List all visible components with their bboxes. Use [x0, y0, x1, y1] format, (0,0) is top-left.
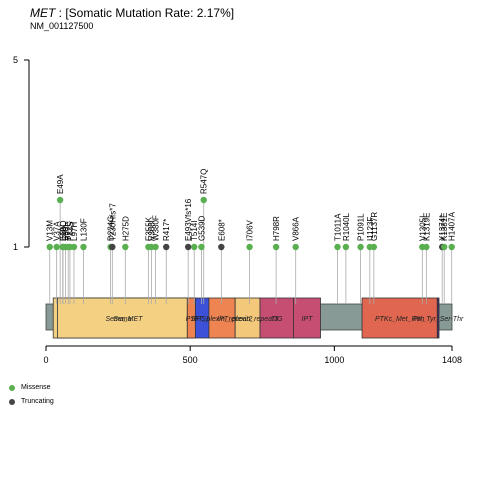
- mutation-label: S68I: [62, 225, 71, 241]
- mutation-point: [152, 243, 159, 251]
- mutation-point: [357, 243, 364, 251]
- mutation-label: T230Hfs*7: [108, 203, 117, 241]
- domain-label: Sema_MET: [106, 316, 144, 323]
- mutation-label: E493Vfs*16: [184, 198, 193, 241]
- domain-ptkc-met-ron: [436, 297, 440, 339]
- mutation-label: W380F: [152, 215, 161, 241]
- domain-label: PSI: [196, 316, 207, 323]
- domain-label: PTKc_Met_Ron: [375, 316, 425, 323]
- domain-label: Sema: [113, 316, 131, 323]
- mutation-point: [200, 196, 207, 204]
- gene-name: MET: [30, 6, 56, 20]
- domain-tig: [293, 297, 321, 339]
- mutation-point: [423, 243, 430, 251]
- mutation-point: [272, 243, 280, 251]
- mutation-point: [292, 243, 299, 251]
- domain-label: IPT_plexin_repeat2: [192, 316, 253, 323]
- domain-label: TIG: [271, 316, 283, 323]
- mutation-point: [163, 243, 170, 251]
- mutation-label: X1374*: [438, 215, 447, 241]
- domain-pkinase: [361, 297, 438, 339]
- mutation-point: [198, 243, 205, 251]
- mutation-label: I58V: [59, 224, 68, 241]
- mutation-label: L130F: [79, 218, 88, 241]
- mutation-label: D224G: [107, 216, 116, 241]
- mutation-label: G539D: [197, 215, 206, 241]
- mutation-label: V366I: [148, 220, 157, 241]
- mutation-point: [246, 243, 253, 251]
- mutation-label: I706V: [246, 219, 255, 241]
- mutation-label: T1011A: [334, 213, 343, 241]
- transcript-id: NM_001127500: [30, 21, 94, 31]
- mutation-label: E59Q: [59, 221, 68, 241]
- mutation-label: H1407A: [448, 211, 457, 241]
- domain-label: PK_Tyr_Ser-Thr: [413, 316, 464, 323]
- mutation-label: E355K: [144, 216, 153, 241]
- y-tick-label: 1: [13, 242, 18, 252]
- mutation-label: E608*: [217, 219, 226, 241]
- mutation-label: R417*: [162, 219, 171, 241]
- mutation-label: K1319E: [422, 213, 431, 241]
- x-tick-label: 0: [43, 355, 48, 365]
- mutation-point: [109, 243, 116, 251]
- domain-ipt-b: [234, 297, 261, 339]
- mutation-point: [334, 243, 341, 251]
- mutation-point: [80, 243, 87, 251]
- mutation-label: R547Q: [200, 169, 209, 194]
- mutation-label: H275D: [121, 216, 130, 241]
- domain-sema-met: [57, 297, 188, 339]
- mutation-label: T514I: [190, 221, 199, 241]
- mutation-point: [370, 243, 378, 251]
- x-tick-label: 1000: [324, 355, 344, 365]
- mutation-rate: : [Somatic Mutation Rate: 2.17%]: [55, 6, 235, 20]
- mutation-point: [70, 243, 78, 251]
- mutation-point: [46, 243, 53, 251]
- mutation-label: P1091L: [357, 213, 366, 241]
- mutation-label: I1123F: [366, 217, 375, 241]
- mutation-point: [53, 243, 60, 251]
- mutation-point: [122, 243, 129, 251]
- legend-missense: Missense: [9, 384, 51, 391]
- mutation-point: [441, 243, 448, 251]
- x-tick-label: 1408: [442, 355, 462, 365]
- mutation-label: G1137R: [370, 212, 379, 241]
- mutation-label: Y77C: [64, 221, 73, 241]
- domain-ipt: [208, 297, 236, 339]
- mutation-point: [56, 196, 64, 204]
- legend-truncating-label: Truncating: [21, 398, 54, 405]
- mutation-label: K1381E: [440, 213, 449, 241]
- y-tick-label: 5: [13, 55, 18, 65]
- legend-truncating: Truncating: [9, 398, 54, 405]
- x-tick-label: 500: [183, 355, 198, 365]
- mutation-point: [448, 243, 455, 251]
- missense-legend-dot: [9, 384, 15, 391]
- domain-label: PSI: [186, 316, 197, 323]
- chart-title: MET : [Somatic Mutation Rate: 2.17%]: [30, 6, 234, 20]
- mutation-point: [184, 243, 192, 251]
- mutation-point: [191, 243, 198, 251]
- domain-label: IPT: [302, 316, 314, 323]
- mutation-label: V13M: [46, 220, 55, 241]
- truncating-legend-dot: [9, 398, 15, 405]
- mutation-label: L97H: [70, 222, 79, 241]
- mutation-label: V866A: [292, 216, 301, 241]
- mutation-label: P83S: [66, 221, 75, 241]
- legend-missense-label: Missense: [21, 384, 51, 391]
- mutation-label: V1305I: [418, 216, 427, 241]
- mutation-label: H798R: [272, 216, 281, 241]
- mutation-point: [218, 243, 225, 251]
- mutation-point: [342, 243, 350, 251]
- mutation-label: R1040L: [342, 212, 351, 241]
- mutation-label: V37A: [53, 221, 62, 241]
- mutation-label: E49A: [56, 174, 65, 194]
- domain-label: IPT_plexin_repeat3: [217, 316, 278, 323]
